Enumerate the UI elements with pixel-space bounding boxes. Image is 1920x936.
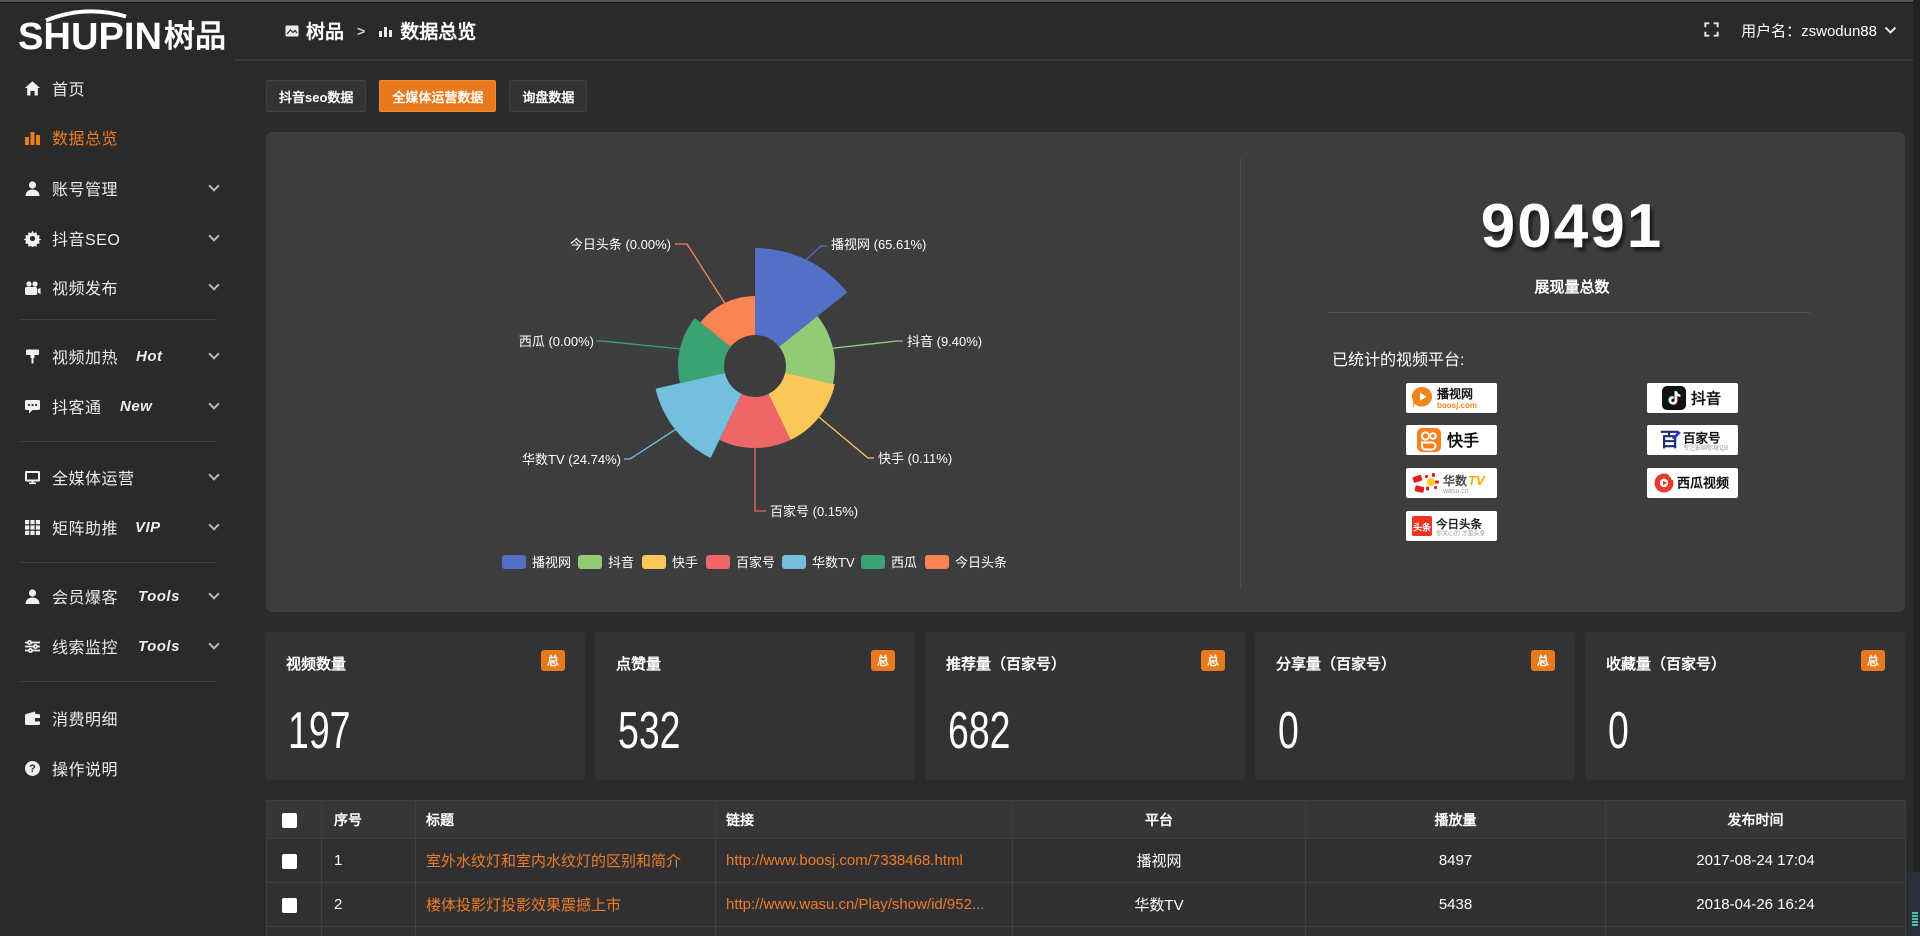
svg-text:树品: 树品 (164, 19, 226, 54)
svg-text:头条: 头条 (1412, 522, 1431, 533)
svg-text:西瓜: 西瓜 (891, 555, 917, 570)
svg-text:播视网 (65.61%): 播视网 (65.61%) (831, 237, 926, 252)
svg-text:华数: 华数 (1443, 473, 1468, 488)
svg-text:今日头条: 今日头条 (1435, 517, 1482, 531)
svg-text:?: ? (29, 763, 36, 775)
svg-text:百家号 (0.15%): 百家号 (0.15%) (770, 504, 858, 519)
svg-text:百家号: 百家号 (736, 555, 775, 570)
svg-text:西瓜 (0.00%): 西瓜 (0.00%) (519, 334, 594, 349)
svg-text:wasu.cn: wasu.cn (1442, 488, 1469, 495)
svg-text:华数TV: 华数TV (812, 555, 855, 570)
svg-text:西瓜视频: 西瓜视频 (1677, 476, 1729, 491)
svg-text:百: 百 (1660, 430, 1679, 451)
svg-text:快手 (0.11%): 快手 (0.11%) (878, 451, 952, 466)
svg-text:你关心的 才是头条: 你关心的 才是头条 (1436, 530, 1486, 538)
svg-text:专注影响你身边的: 专注影响你身边的 (1683, 444, 1728, 452)
svg-text:TV: TV (1468, 473, 1486, 488)
svg-text:快手: 快手 (672, 555, 698, 570)
svg-text:播视网: 播视网 (532, 555, 571, 570)
svg-text:SHUPIN: SHUPIN (18, 16, 162, 55)
svg-text:快手: 快手 (1447, 431, 1479, 450)
svg-text:播视网: 播视网 (1437, 386, 1473, 401)
svg-text:今日头条: 今日头条 (955, 555, 1007, 570)
svg-text:boosj.com: boosj.com (1437, 401, 1477, 410)
svg-text:百家号: 百家号 (1683, 431, 1721, 446)
svg-text:今日头条 (0.00%): 今日头条 (0.00%) (570, 237, 671, 252)
svg-text:抖音: 抖音 (608, 555, 634, 570)
svg-text:华数TV (24.74%): 华数TV (24.74%) (522, 452, 621, 467)
svg-text:抖音: 抖音 (1691, 390, 1721, 408)
svg-text:抖音 (9.40%): 抖音 (9.40%) (907, 334, 982, 349)
